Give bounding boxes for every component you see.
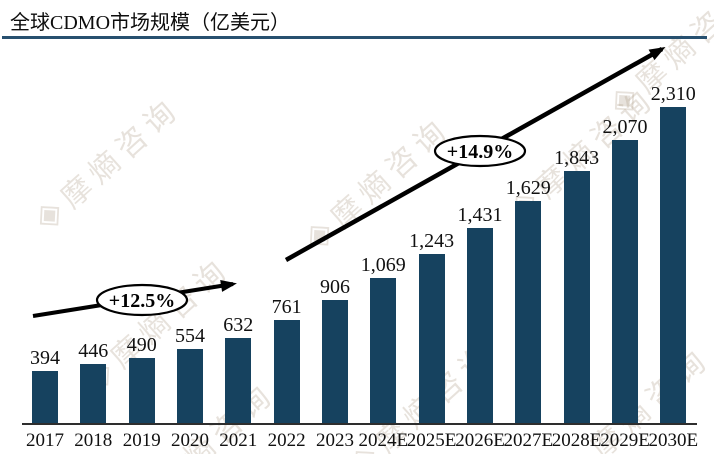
x-tick-label: 2020 bbox=[171, 430, 209, 451]
bar-value-label: 2,070 bbox=[602, 116, 648, 138]
bar-2024E bbox=[370, 278, 397, 425]
watermark-text: 摩熵咨询 bbox=[55, 91, 188, 215]
bar-2018 bbox=[80, 364, 107, 425]
bar-value-label: 1,629 bbox=[505, 177, 551, 199]
bar-value-label: 632 bbox=[223, 314, 254, 336]
x-tick-label: 2029E bbox=[600, 430, 650, 451]
bar-2030E bbox=[660, 107, 687, 425]
bar-value-label: 1,843 bbox=[554, 147, 600, 169]
cagr-label-2: +14.9% bbox=[447, 141, 513, 163]
bar-2029E bbox=[612, 140, 638, 425]
x-tick-label: 2023 bbox=[316, 430, 354, 451]
bar-2023 bbox=[322, 300, 348, 425]
x-tick-label: 2026E bbox=[455, 430, 505, 451]
bar-2027E bbox=[515, 201, 542, 425]
page-title: 全球CDMO市场规模（亿美元） bbox=[10, 12, 291, 34]
x-tick-label: 2018 bbox=[74, 430, 113, 451]
bar-value-label: 446 bbox=[78, 340, 109, 362]
x-tick-label: 2024E bbox=[358, 430, 409, 451]
x-tick-label: 2027E bbox=[503, 430, 554, 451]
bar-value-label: 490 bbox=[126, 334, 157, 356]
bar-2022 bbox=[273, 320, 300, 425]
bar-value-label: 1,243 bbox=[409, 230, 455, 252]
x-tick-label: 2022 bbox=[267, 430, 306, 451]
bar-value-label: 554 bbox=[175, 325, 205, 347]
bar-2026E bbox=[467, 228, 493, 425]
bar-value-label: 906 bbox=[320, 276, 350, 298]
bar-2017 bbox=[32, 371, 58, 425]
x-tick-label: 2019 bbox=[122, 430, 161, 451]
x-tick-label: 2025E bbox=[406, 430, 457, 451]
x-tick-label: 2021 bbox=[219, 430, 258, 451]
bar-value-label: 394 bbox=[30, 347, 60, 369]
bar-value-label: 2,310 bbox=[650, 83, 696, 105]
bar-2028E bbox=[563, 171, 590, 425]
bar-value-label: 1,431 bbox=[457, 204, 503, 226]
x-tick-label: 2017 bbox=[26, 430, 64, 451]
bar-value-label: 761 bbox=[271, 296, 302, 318]
bar-2025E bbox=[418, 254, 445, 425]
x-tick-label: 2028E bbox=[551, 430, 602, 451]
bar-2019 bbox=[128, 358, 155, 425]
title-underline bbox=[2, 36, 707, 39]
x-axis-line bbox=[22, 423, 697, 425]
x-tick-label: 2030E bbox=[648, 430, 699, 451]
bar-2020 bbox=[177, 349, 203, 425]
bar-value-label: 1,069 bbox=[360, 254, 406, 276]
bar-2021 bbox=[225, 338, 252, 425]
watermark: ◈摩熵咨询 bbox=[24, 85, 189, 240]
